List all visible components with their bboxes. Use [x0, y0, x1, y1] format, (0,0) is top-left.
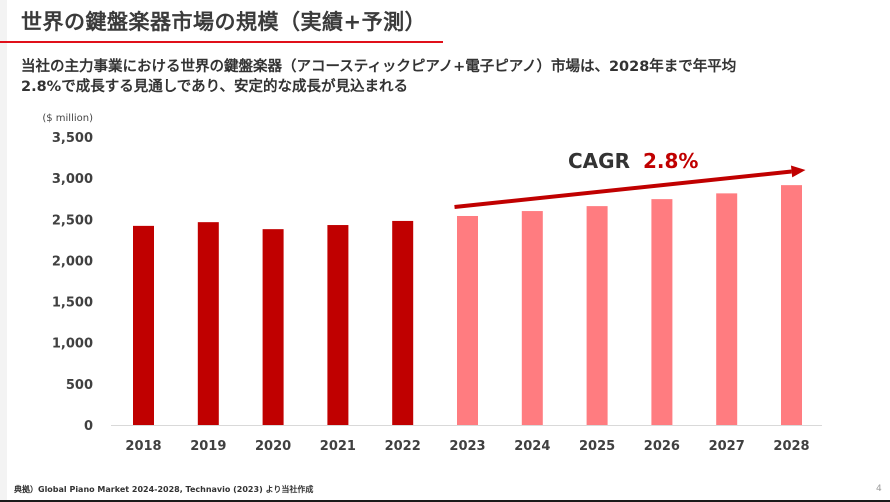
- y-tick-label: 3,500: [52, 131, 93, 146]
- bars: [133, 185, 802, 425]
- x-tick-label: 2024: [514, 439, 550, 454]
- title-underline: [0, 41, 443, 43]
- bar-forecast: [586, 206, 608, 425]
- cagr-arrow-line: [454, 169, 792, 209]
- bar-forecast: [716, 193, 738, 425]
- cagr-label: CAGR 2.8%: [568, 149, 698, 173]
- x-tick-label: 2021: [320, 439, 356, 454]
- bar-forecast: [651, 199, 673, 425]
- y-tick-label: 500: [66, 378, 93, 393]
- x-tick-label: 2028: [773, 439, 809, 454]
- x-tick-label: 2023: [449, 439, 485, 454]
- bar-forecast: [521, 211, 543, 425]
- y-tick-label: 1,000: [52, 337, 93, 352]
- x-tick-label: 2019: [190, 439, 226, 454]
- x-tick-label: 2018: [125, 439, 161, 454]
- cagr-prefix: CAGR: [568, 149, 630, 173]
- x-tick-label: 2025: [579, 439, 615, 454]
- bar-actual: [197, 222, 219, 425]
- page-number: 4: [876, 484, 882, 494]
- y-axis-ticks: 0 500 1,000 1,500 2,000 2,500 3,000 3,500: [52, 131, 93, 434]
- cagr-arrow-head-icon: [790, 165, 806, 178]
- bar-actual: [392, 220, 414, 425]
- y-tick-label: 2,500: [52, 213, 93, 228]
- bar-forecast: [781, 185, 802, 425]
- cagr-annotation: CAGR 2.8%: [454, 149, 806, 209]
- slide-title: 世界の鍵盤楽器市場の規模（実績+予測）: [21, 10, 427, 34]
- x-tick-label: 2022: [385, 439, 421, 454]
- y-tick-label: 1,500: [52, 296, 93, 311]
- lead-text: 当社の主力事業における世界の鍵盤楽器（アコースティックピアノ+電子ピアノ）市場は…: [21, 57, 881, 97]
- y-tick-label: 0: [84, 419, 93, 434]
- bar-actual: [262, 229, 284, 425]
- y-tick-label: 2,000: [52, 254, 93, 269]
- left-edge-strip: [0, 0, 7, 502]
- source-footnote: 典拠）Global Piano Market 2024-2028, Techna…: [14, 485, 314, 494]
- x-axis-ticks: 2018 2019 2020 2021 2022 2023 2024 2025 2026 2027…: [125, 439, 809, 454]
- x-tick-label: 2026: [644, 439, 680, 454]
- y-axis-unit-label: ($ million): [42, 113, 93, 124]
- x-tick-label: 2020: [255, 439, 291, 454]
- cagr-value: 2.8%: [643, 149, 698, 173]
- bar-forecast: [457, 215, 478, 425]
- market-size-bar-chart: ($ million) 0 500 1,000 1,500 2,000 2,500 3,00…: [42, 113, 822, 454]
- lead-line-1: 当社の主力事業における世界の鍵盤楽器（アコースティックピアノ+電子ピアノ）市場は…: [21, 59, 737, 75]
- lead-line-2: 2.8%で成長する見通しであり、安定的な成長が見込まれる: [21, 79, 409, 95]
- y-tick-label: 3,000: [52, 172, 93, 187]
- bottom-border: [0, 500, 890, 502]
- bar-actual: [327, 225, 349, 425]
- x-tick-label: 2027: [709, 439, 745, 454]
- bar-actual: [133, 225, 154, 425]
